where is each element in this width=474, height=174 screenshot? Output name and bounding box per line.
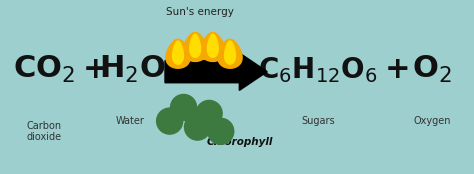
Text: Sun's energy: Sun's energy [166, 7, 234, 17]
Text: CO$_2$: CO$_2$ [13, 54, 75, 85]
Ellipse shape [156, 108, 182, 134]
Polygon shape [218, 39, 242, 68]
Text: Water: Water [116, 116, 145, 126]
Polygon shape [183, 32, 207, 61]
Text: Sugars: Sugars [301, 116, 335, 126]
Text: H$_2$O: H$_2$O [99, 54, 166, 85]
Ellipse shape [184, 114, 210, 140]
Text: C$_6$H$_{12}$O$_6$: C$_6$H$_{12}$O$_6$ [258, 55, 378, 85]
Polygon shape [190, 34, 201, 57]
Text: Oxygen: Oxygen [413, 116, 451, 126]
Polygon shape [166, 39, 190, 68]
Text: Carbon
dioxide: Carbon dioxide [27, 121, 62, 142]
Polygon shape [208, 34, 219, 57]
Polygon shape [201, 32, 225, 61]
Polygon shape [173, 41, 183, 64]
Text: +: + [82, 56, 108, 84]
Ellipse shape [171, 94, 197, 120]
Text: Chlorophyll: Chlorophyll [207, 137, 273, 147]
Text: +: + [384, 56, 410, 84]
Polygon shape [225, 41, 236, 64]
Ellipse shape [196, 100, 222, 126]
Text: O$_2$: O$_2$ [412, 54, 452, 85]
Ellipse shape [208, 118, 234, 144]
FancyArrow shape [165, 53, 267, 90]
